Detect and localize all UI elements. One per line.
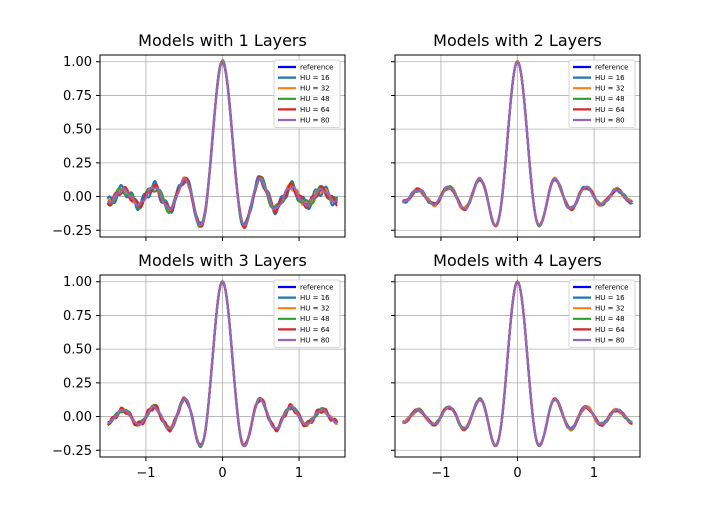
y-tick-label: 0.25: [63, 376, 92, 391]
legend-label: HU = 16: [300, 294, 330, 302]
legend-label: HU = 48: [595, 315, 625, 323]
x-tick-label: −1: [136, 466, 155, 481]
x-tick-label: −1: [431, 466, 450, 481]
y-tick-label: 0.00: [63, 410, 92, 425]
legend-label: HU = 32: [300, 85, 330, 93]
series-line-hu80: [107, 280, 338, 447]
series-line-hu80: [107, 60, 338, 227]
panel-4: −1 0 1 Models with 4 Layers reference HU = 16…: [391, 251, 641, 481]
panel-title: Models with 1 Layers: [138, 31, 307, 50]
panel-3: 1.00 0.75 0.50 0.25 0.00 −0.25 −1 0 1 Models with…: [52, 251, 346, 481]
legend-label: HU = 64: [595, 326, 625, 334]
legend-label: reference: [595, 283, 628, 291]
panel-title: Models with 3 Layers: [138, 251, 307, 270]
y-tick-label: 1.00: [63, 55, 92, 70]
y-tick-label: −0.25: [52, 444, 92, 459]
series-group: [402, 280, 633, 448]
x-tick-label: 1: [295, 466, 303, 481]
series-group: [106, 59, 339, 230]
legend-label: HU = 48: [300, 95, 330, 103]
legend-label: reference: [300, 283, 333, 291]
y-tick-label: 0.75: [63, 89, 92, 104]
legend-label: HU = 64: [300, 326, 330, 334]
y-tick-label: −0.25: [52, 224, 92, 239]
legend-label: HU = 16: [595, 74, 625, 82]
panel-title: Models with 2 Layers: [433, 31, 602, 50]
legend-label: HU = 80: [300, 116, 330, 124]
legend-label: HU = 16: [595, 294, 625, 302]
legend-label: reference: [300, 63, 333, 71]
legend-label: HU = 64: [595, 106, 625, 114]
panel-2: Models with 2 Layers reference HU = 16 HU =…: [391, 31, 641, 241]
legend-label: HU = 32: [595, 85, 625, 93]
legend-label: reference: [595, 63, 628, 71]
y-tick-label: 1.00: [63, 275, 92, 290]
series-line-hu80: [402, 280, 633, 447]
series-group: [107, 280, 339, 449]
legend-label: HU = 32: [300, 305, 330, 313]
legend-label: HU = 80: [595, 336, 625, 344]
panel-1: 1.00 0.75 0.50 0.25 0.00 −0.25 Models with 1 L…: [52, 31, 346, 241]
legend-label: HU = 64: [300, 106, 330, 114]
legend-label: HU = 80: [300, 336, 330, 344]
panel-title: Models with 4 Layers: [433, 251, 602, 270]
y-tick-label: 0.00: [63, 190, 92, 205]
y-tick-label: 0.25: [63, 156, 92, 171]
y-tick-label: 0.50: [63, 343, 92, 358]
x-tick-label: 0: [218, 466, 226, 481]
y-tick-label: 0.50: [63, 123, 92, 138]
series-line-hu80: [402, 60, 633, 227]
legend-label: HU = 32: [595, 305, 625, 313]
x-tick-label: 1: [590, 466, 598, 481]
x-tick-label: 0: [513, 466, 521, 481]
legend-label: HU = 48: [595, 95, 625, 103]
legend-label: HU = 80: [595, 116, 625, 124]
y-tick-label: 0.75: [63, 309, 92, 324]
legend-label: HU = 48: [300, 315, 330, 323]
series-group: [402, 59, 634, 228]
legend-label: HU = 16: [300, 74, 330, 82]
